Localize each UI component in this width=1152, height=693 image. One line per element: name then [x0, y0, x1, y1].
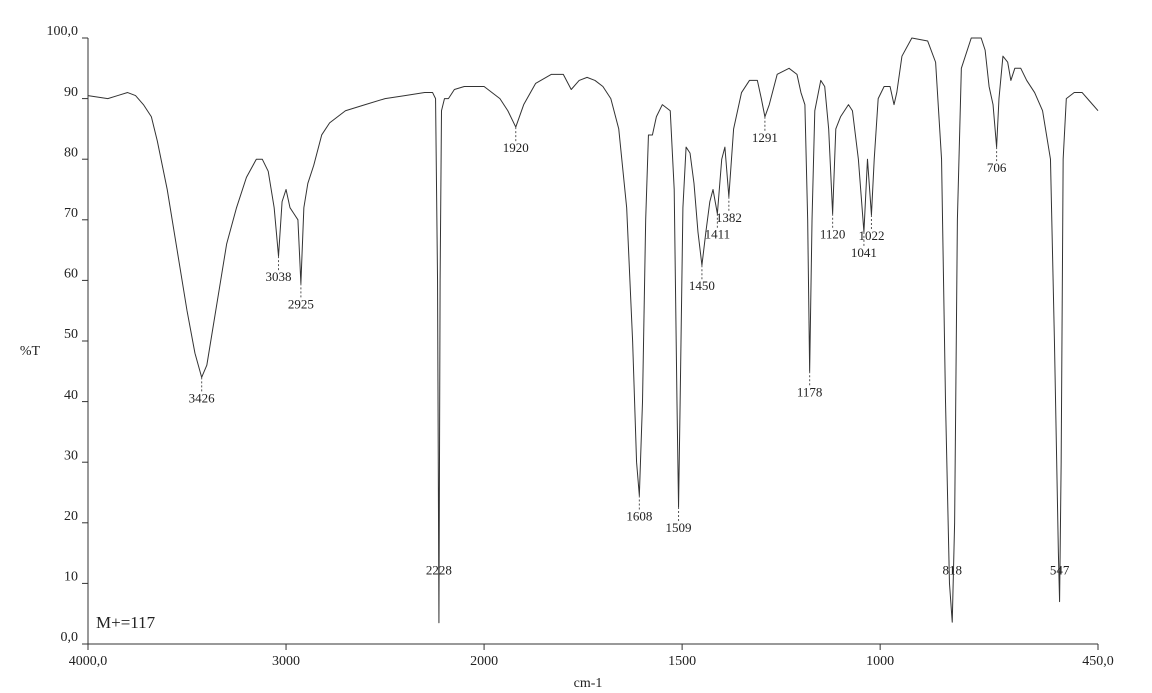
peak-label: 1920	[503, 140, 529, 155]
peak-label: 3038	[266, 269, 292, 284]
y-tick-label: 60	[64, 267, 78, 282]
y-tick-label: 0,0	[61, 630, 79, 645]
peak-label: 1509	[666, 520, 692, 535]
y-tick-label: 50	[64, 327, 78, 342]
annotation: M+=117	[96, 613, 156, 632]
peak-label: 1120	[820, 227, 846, 242]
peak-label: 2925	[288, 296, 314, 311]
y-tick-label: 20	[64, 509, 78, 524]
peak-label: 2228	[426, 562, 452, 577]
y-tick-label: 40	[64, 388, 78, 403]
x-tick-label: 1000	[866, 654, 894, 669]
x-tick-label: 1500	[668, 654, 696, 669]
peak-label: 1382	[716, 210, 742, 225]
spectrum-line	[87, 37, 1099, 624]
x-tick-label: 4000,0	[69, 654, 108, 669]
y-tick-label: 30	[64, 448, 78, 463]
peak-label: 1608	[626, 509, 652, 524]
peak-label: 3426	[189, 390, 216, 405]
x-tick-label: 450,0	[1082, 654, 1114, 669]
peak-label: 1178	[797, 384, 823, 399]
peak-label: 1411	[705, 227, 731, 242]
x-tick-label: 3000	[272, 654, 300, 669]
x-axis-label: cm-1	[574, 676, 603, 691]
y-tick-label: 10	[64, 570, 78, 585]
peak-label: 1022	[858, 228, 884, 243]
y-axis-label: %T	[20, 344, 41, 359]
peak-label: 1041	[851, 245, 877, 260]
peak-label: 818	[942, 562, 962, 577]
peak-label: 1450	[689, 278, 715, 293]
peak-label: 706	[987, 160, 1007, 175]
y-tick-label: 70	[64, 206, 78, 221]
y-tick-label: 80	[64, 145, 78, 160]
peak-label: 1291	[752, 130, 778, 145]
y-tick-label: 100,0	[47, 24, 79, 39]
peak-label: 547	[1050, 562, 1070, 577]
x-tick-label: 2000	[470, 654, 498, 669]
y-tick-label: 90	[64, 85, 78, 100]
